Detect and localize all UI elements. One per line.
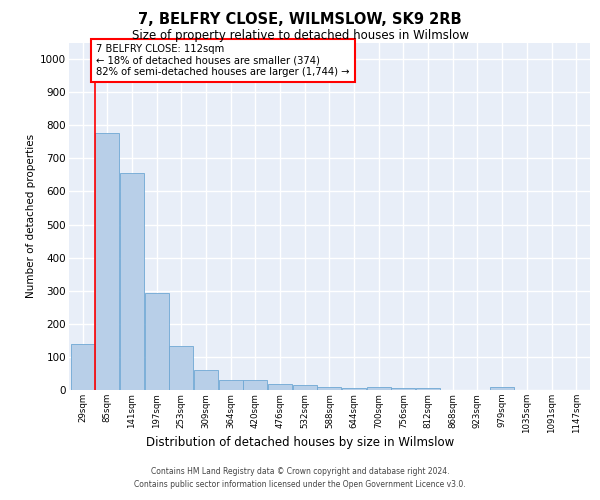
- Bar: [95, 132, 119, 390]
- Y-axis label: Number of detached properties: Number of detached properties: [26, 134, 36, 298]
- Bar: [317, 388, 341, 390]
- Text: Contains HM Land Registry data © Crown copyright and database right 2024.
Contai: Contains HM Land Registry data © Crown c…: [134, 467, 466, 489]
- Bar: [342, 388, 366, 390]
- Bar: [490, 386, 514, 390]
- Bar: [145, 292, 169, 390]
- Bar: [194, 370, 218, 390]
- Bar: [120, 172, 144, 390]
- Bar: [71, 344, 95, 390]
- Bar: [218, 380, 242, 390]
- Bar: [244, 380, 268, 390]
- Bar: [367, 388, 391, 390]
- Text: 7, BELFRY CLOSE, WILMSLOW, SK9 2RB: 7, BELFRY CLOSE, WILMSLOW, SK9 2RB: [138, 12, 462, 28]
- Bar: [416, 388, 440, 390]
- Bar: [169, 346, 193, 390]
- Bar: [268, 384, 292, 390]
- Text: Size of property relative to detached houses in Wilmslow: Size of property relative to detached ho…: [131, 29, 469, 42]
- Text: Distribution of detached houses by size in Wilmslow: Distribution of detached houses by size …: [146, 436, 454, 449]
- Bar: [293, 385, 317, 390]
- Text: 7 BELFRY CLOSE: 112sqm
← 18% of detached houses are smaller (374)
82% of semi-de: 7 BELFRY CLOSE: 112sqm ← 18% of detached…: [96, 44, 350, 78]
- Bar: [391, 388, 415, 390]
